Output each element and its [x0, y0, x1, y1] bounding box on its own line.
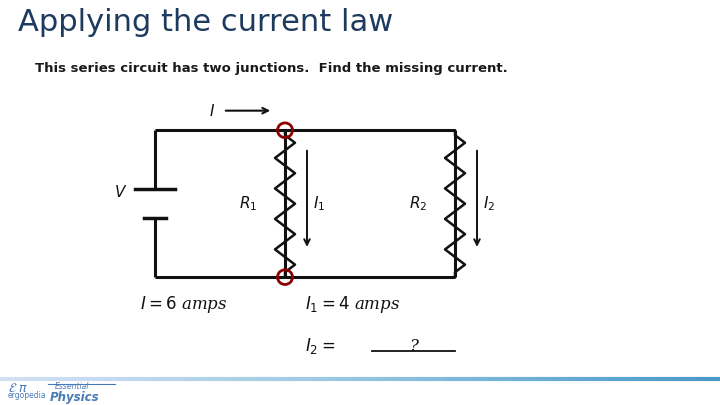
Text: $R_1$: $R_1$	[239, 194, 257, 213]
Text: $I = 6$ amps: $I = 6$ amps	[140, 294, 228, 315]
Text: $I_2$: $I_2$	[483, 194, 495, 213]
Text: This series circuit has two junctions.  Find the missing current.: This series circuit has two junctions. F…	[35, 62, 508, 75]
Text: Physics: Physics	[50, 391, 99, 404]
Text: $I_2 = $: $I_2 = $	[305, 336, 336, 356]
Text: ?: ?	[409, 338, 418, 355]
Text: $\mathcal{E}$: $\mathcal{E}$	[8, 382, 17, 395]
Text: $I$: $I$	[209, 102, 215, 119]
Text: $R_2$: $R_2$	[409, 194, 427, 213]
Text: $I_1$: $I_1$	[313, 194, 325, 213]
Text: $V$: $V$	[114, 184, 127, 200]
Text: Essential: Essential	[55, 382, 89, 391]
Text: Applying the current law: Applying the current law	[18, 8, 393, 37]
Text: $I_1 = 4$ amps: $I_1 = 4$ amps	[305, 294, 400, 315]
Text: $\pi$: $\pi$	[18, 382, 27, 395]
Text: ergopedia: ergopedia	[8, 391, 47, 400]
